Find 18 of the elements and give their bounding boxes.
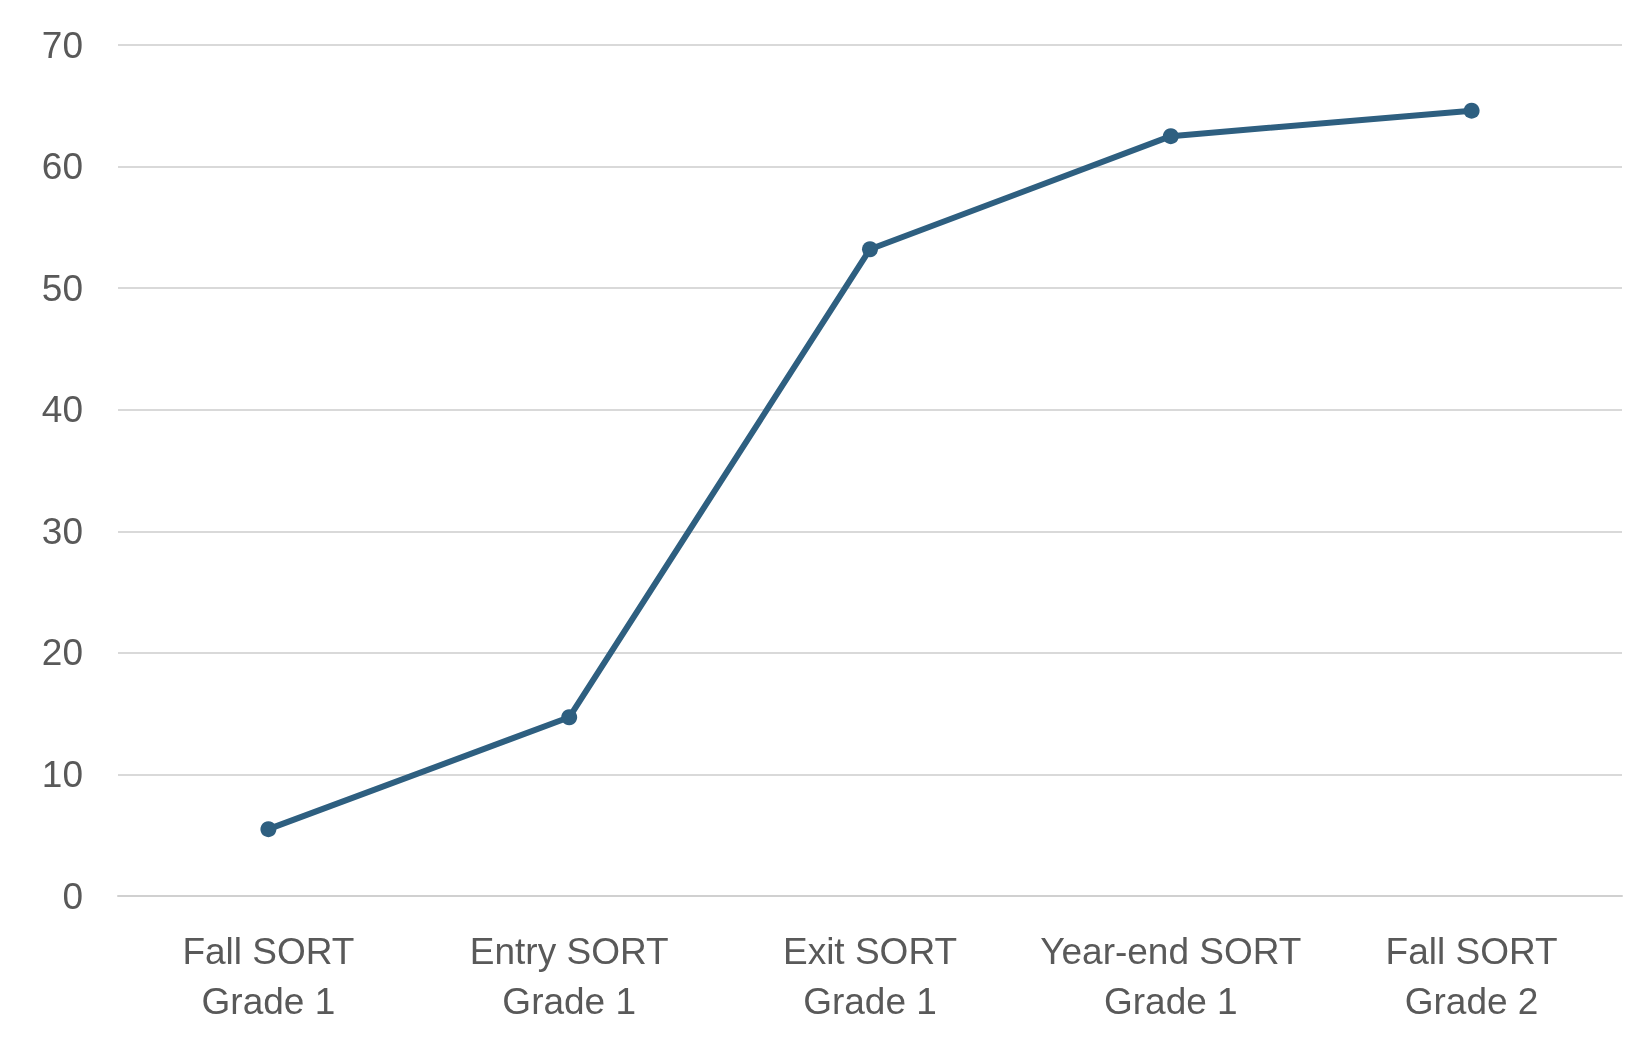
- x-tick-label: Entry SORT Grade 1: [469, 930, 669, 1022]
- y-tick-label: 50: [41, 267, 83, 309]
- y-tick-label: 60: [41, 146, 83, 188]
- y-tick-label: 70: [41, 24, 83, 66]
- point: [1463, 102, 1480, 119]
- point: [1162, 128, 1179, 145]
- x-tick-label: Year-end SORT Grade 1: [1040, 930, 1302, 1022]
- y-tick-label: 40: [41, 389, 83, 431]
- y-tick-label: 20: [41, 632, 83, 674]
- point: [862, 241, 878, 258]
- point: [561, 709, 578, 726]
- x-tick-label: Fall SORT Grade 1: [182, 930, 355, 1022]
- y-tick-label: 10: [41, 753, 83, 795]
- y-tick-label: 0: [62, 875, 83, 917]
- point: [260, 821, 277, 838]
- x-tick-label: Fall SORT Grade 2: [1385, 930, 1558, 1022]
- x-tick-label: Exit SORT Grade 1: [782, 930, 958, 1022]
- y-tick-label: 30: [41, 510, 83, 552]
